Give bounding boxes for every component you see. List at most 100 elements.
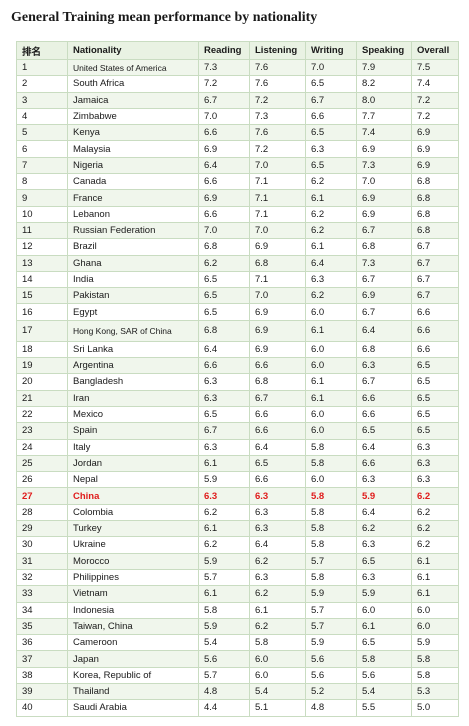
cell-writing: 6.5	[305, 124, 357, 142]
cell-reading: 6.1	[198, 585, 250, 603]
cell-reading: 5.9	[198, 471, 250, 489]
cell-listening: 6.6	[249, 471, 306, 489]
cell-nationality: Kenya	[67, 124, 199, 142]
cell-speaking: 6.3	[356, 357, 412, 375]
cell-reading: 6.3	[198, 487, 250, 505]
cell-reading: 6.8	[198, 238, 250, 256]
cell-overall: 6.0	[411, 617, 459, 636]
cell-nationality: South Africa	[67, 75, 199, 93]
cell-writing: 6.2	[305, 173, 357, 191]
cell-rank: 13	[16, 254, 68, 272]
cell-listening: 7.0	[249, 156, 306, 175]
cell-listening: 7.2	[249, 91, 306, 109]
cell-nationality: Philippines	[67, 568, 199, 587]
cell-writing: 7.0	[305, 58, 357, 77]
cell-listening: 6.7	[249, 389, 306, 407]
cell-overall: 6.6	[411, 340, 459, 359]
column-header-speaking: Speaking	[356, 41, 412, 60]
cell-rank: 11	[16, 221, 68, 240]
cell-reading: 6.3	[198, 373, 250, 391]
cell-speaking: 6.7	[356, 221, 412, 240]
cell-overall: 6.2	[411, 520, 459, 538]
cell-speaking: 6.4	[356, 438, 412, 456]
cell-reading: 4.4	[198, 699, 250, 717]
cell-speaking: 6.7	[356, 303, 412, 321]
cell-nationality: Jordan	[67, 454, 199, 473]
cell-writing: 6.1	[305, 319, 357, 342]
cell-rank: 30	[16, 536, 68, 554]
cell-rank: 4	[16, 107, 68, 126]
cell-overall: 6.1	[411, 552, 459, 570]
cell-nationality: Cameroon	[67, 634, 199, 652]
cell-reading: 7.2	[198, 75, 250, 93]
cell-overall: 6.7	[411, 238, 459, 256]
cell-writing: 6.4	[305, 254, 357, 272]
cell-rank: 17	[16, 319, 68, 342]
cell-writing: 5.6	[305, 650, 357, 668]
table-row: 35 Taiwan, China 5.9 6.2 5.7 6.1 6.0	[16, 617, 459, 636]
column-header-reading: Reading	[198, 41, 250, 60]
cell-listening: 5.1	[249, 699, 306, 717]
page-title: General Training mean performance by nat…	[11, 10, 318, 25]
cell-listening: 6.6	[249, 405, 306, 424]
cell-speaking: 6.4	[356, 319, 412, 342]
cell-listening: 6.2	[249, 585, 306, 603]
cell-reading: 6.5	[198, 405, 250, 424]
table-row: 25 Jordan 6.1 6.5 5.8 6.6 6.3	[16, 454, 459, 473]
cell-rank: 1	[16, 58, 68, 77]
cell-writing: 6.7	[305, 91, 357, 109]
cell-nationality: Thailand	[67, 682, 199, 701]
table-row: 5 Kenya 6.6 7.6 6.5 7.4 6.9	[16, 124, 459, 142]
cell-speaking: 7.0	[356, 173, 412, 191]
cell-listening: 7.2	[249, 140, 306, 158]
cell-nationality: Argentina	[67, 357, 199, 375]
cell-speaking: 5.6	[356, 666, 412, 684]
cell-speaking: 6.9	[356, 189, 412, 207]
cell-writing: 6.0	[305, 471, 357, 489]
cell-nationality: Vietnam	[67, 585, 199, 603]
table-row: 22 Mexico 6.5 6.6 6.0 6.6 6.5	[16, 405, 459, 424]
cell-overall: 7.2	[411, 107, 459, 126]
cell-overall: 6.3	[411, 471, 459, 489]
table-row: 34 Indonesia 5.8 6.1 5.7 6.0 6.0	[16, 601, 459, 619]
cell-nationality: Colombia	[67, 503, 199, 522]
cell-rank: 32	[16, 568, 68, 587]
cell-rank: 38	[16, 666, 68, 684]
cell-writing: 6.1	[305, 389, 357, 407]
cell-speaking: 7.7	[356, 107, 412, 126]
cell-reading: 6.2	[198, 536, 250, 554]
table-row: 4 Zimbabwe 7.0 7.3 6.6 7.7 7.2	[16, 107, 459, 126]
cell-nationality: Nigeria	[67, 156, 199, 175]
cell-overall: 6.8	[411, 205, 459, 223]
cell-speaking: 6.6	[356, 454, 412, 473]
cell-nationality: Egypt	[67, 303, 199, 321]
cell-writing: 6.5	[305, 75, 357, 93]
cell-overall: 6.2	[411, 536, 459, 554]
cell-listening: 6.0	[249, 666, 306, 684]
cell-overall: 6.6	[411, 303, 459, 321]
cell-reading: 6.4	[198, 340, 250, 359]
cell-speaking: 6.3	[356, 471, 412, 489]
cell-speaking: 8.2	[356, 75, 412, 93]
cell-overall: 6.9	[411, 124, 459, 142]
cell-speaking: 6.4	[356, 503, 412, 522]
cell-rank: 28	[16, 503, 68, 522]
cell-overall: 7.2	[411, 91, 459, 109]
cell-overall: 6.5	[411, 357, 459, 375]
cell-listening: 7.6	[249, 58, 306, 77]
table-row: 1 United States of America 7.3 7.6 7.0 7.9 7.5	[16, 58, 459, 77]
header-row: 排名 Nationality Reading Listening Writing Spea…	[16, 41, 459, 60]
table-row: 19 Argentina 6.6 6.6 6.0 6.3 6.5	[16, 357, 459, 375]
cell-overall: 6.3	[411, 454, 459, 473]
cell-speaking: 6.3	[356, 536, 412, 554]
cell-rank: 8	[16, 173, 68, 191]
table-row: 11 Russian Federation 7.0 7.0 6.2 6.7 6.8	[16, 221, 459, 240]
table-row: 16 Egypt 6.5 6.9 6.0 6.7 6.6	[16, 303, 459, 321]
cell-writing: 4.8	[305, 699, 357, 717]
cell-rank: 18	[16, 340, 68, 359]
cell-writing: 6.1	[305, 189, 357, 207]
cell-reading: 4.8	[198, 682, 250, 701]
cell-writing: 5.8	[305, 536, 357, 554]
cell-listening: 6.3	[249, 503, 306, 522]
table-row: 13 Ghana 6.2 6.8 6.4 7.3 6.7	[16, 254, 459, 272]
